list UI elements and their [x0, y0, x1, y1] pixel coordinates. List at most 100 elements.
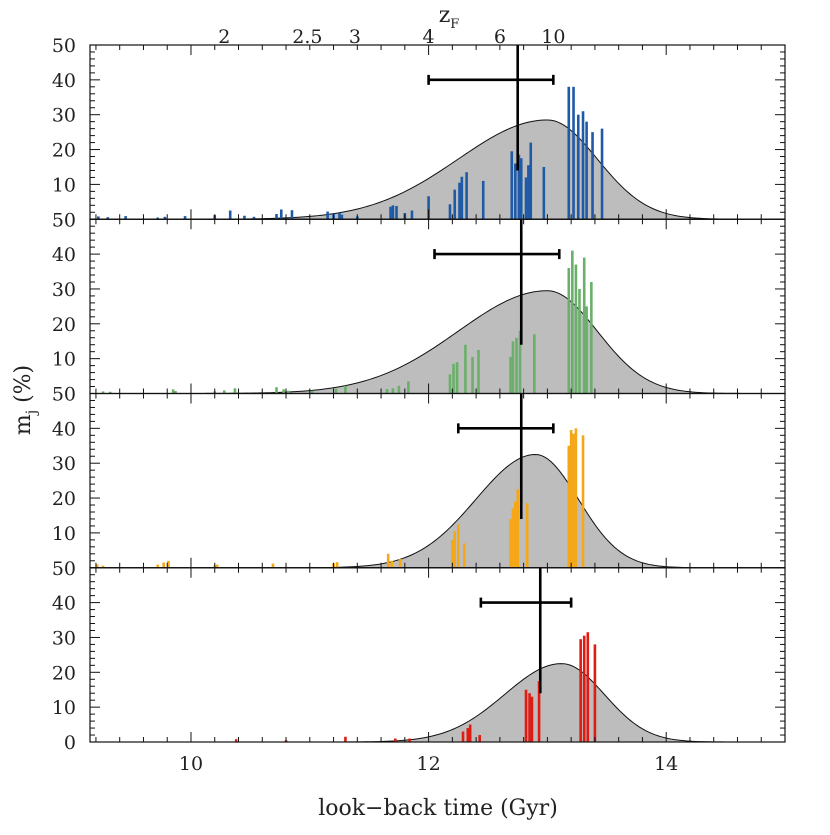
- data-bar: [453, 189, 457, 220]
- data-bar: [478, 735, 481, 742]
- data-bar: [571, 250, 574, 394]
- data-bar: [527, 165, 530, 220]
- data-bar: [567, 445, 571, 568]
- data-bar: [462, 543, 466, 568]
- data-bar: [510, 151, 514, 220]
- data-bar: [461, 731, 465, 742]
- y-tick-label: 40: [52, 418, 76, 440]
- data-bar: [183, 216, 187, 220]
- data-bar: [451, 539, 454, 568]
- y-tick-label: 40: [52, 244, 76, 266]
- data-bar: [385, 388, 389, 394]
- distribution-curve: [90, 119, 785, 220]
- y-axis-title-main: m: [11, 414, 36, 435]
- data-bar: [533, 334, 536, 394]
- y-tick-label: 10: [52, 349, 76, 371]
- top-axis-title-main: z: [439, 3, 451, 28]
- data-bar: [579, 639, 582, 742]
- data-bar: [290, 210, 294, 220]
- data-bar: [516, 489, 519, 568]
- data-bar: [569, 430, 573, 568]
- data-bar: [582, 257, 586, 394]
- data-bar: [344, 385, 347, 394]
- y-tick-label: 10: [52, 174, 76, 196]
- data-bar: [456, 524, 460, 568]
- data-bar: [529, 142, 533, 220]
- y-tick-label: 10: [52, 523, 76, 545]
- data-bar: [525, 503, 529, 568]
- data-bar: [163, 216, 167, 220]
- data-bar: [574, 428, 578, 568]
- data-bar: [528, 693, 531, 742]
- y-tick-label: 40: [52, 593, 76, 615]
- data-bar: [567, 86, 571, 220]
- data-bar: [171, 389, 175, 394]
- data-bar: [600, 128, 604, 220]
- data-bar: [101, 391, 105, 394]
- data-bar: [448, 374, 452, 394]
- distribution-curve: [90, 663, 785, 743]
- data-bar: [511, 508, 515, 568]
- panel-3: [90, 393, 785, 569]
- data-bar: [542, 166, 546, 220]
- x-tick-label: 14: [654, 753, 678, 775]
- x-tick-label: 12: [416, 753, 440, 775]
- data-bar: [517, 154, 521, 220]
- top-axis-tick-label: 6: [494, 26, 506, 48]
- data-bar: [408, 738, 411, 742]
- data-bar: [455, 362, 459, 394]
- data-bar: [453, 531, 457, 568]
- data-bar: [389, 206, 392, 220]
- data-bar: [215, 564, 219, 568]
- y-tick-label: 30: [52, 627, 76, 649]
- data-bar: [287, 390, 290, 394]
- data-bar: [514, 163, 517, 220]
- data-bar: [271, 563, 275, 568]
- top-axis-title: zF: [439, 3, 460, 32]
- data-bar: [397, 385, 401, 394]
- data-bar: [234, 739, 238, 742]
- data-bar: [593, 644, 597, 742]
- data-bar: [326, 211, 329, 220]
- y-tick-label: 20: [52, 662, 76, 684]
- x-tick-label: 10: [179, 753, 203, 775]
- data-bar: [465, 172, 468, 220]
- data-bar: [460, 176, 464, 220]
- data-bar: [576, 114, 580, 220]
- data-bar: [585, 306, 588, 394]
- data-bar: [395, 206, 398, 220]
- axes-layer: 50 10 20 30 40 50 50 10 20 30 40 50 10 20 30 40 0 10 20 30 4…: [52, 26, 786, 775]
- data-bar: [582, 635, 586, 742]
- data-bar: [578, 288, 581, 394]
- data-bar: [524, 689, 528, 742]
- data-bar: [458, 182, 461, 220]
- data-bar: [468, 724, 472, 742]
- data-bar: [106, 217, 110, 220]
- data-bar: [509, 356, 512, 394]
- data-bar: [537, 681, 541, 742]
- data-bar: [410, 210, 414, 220]
- data-bar: [481, 180, 485, 220]
- data-bar: [338, 212, 341, 220]
- data-bar: [108, 391, 112, 394]
- data-bar: [530, 696, 534, 742]
- data-bar: [310, 390, 314, 394]
- data-bar: [97, 216, 100, 220]
- y-tick-label: 50: [52, 209, 76, 231]
- data-bar: [228, 210, 232, 220]
- data-bar: [344, 736, 347, 742]
- y-tick-label: 20: [52, 314, 76, 336]
- data-bar: [279, 209, 283, 220]
- y-tick-label: 30: [52, 279, 76, 301]
- data-bar: [514, 501, 517, 568]
- data-bar: [511, 341, 515, 394]
- panel-frame: [89, 567, 786, 743]
- y-tick-label: 0: [64, 732, 76, 754]
- distribution-curve: [90, 290, 785, 394]
- data-bar: [156, 217, 160, 220]
- data-bar: [275, 214, 278, 220]
- data-bar: [124, 216, 127, 220]
- data-bar: [572, 433, 575, 568]
- y-axis-title-sub: j: [24, 410, 40, 416]
- top-axis-tick-label: 10: [541, 26, 565, 48]
